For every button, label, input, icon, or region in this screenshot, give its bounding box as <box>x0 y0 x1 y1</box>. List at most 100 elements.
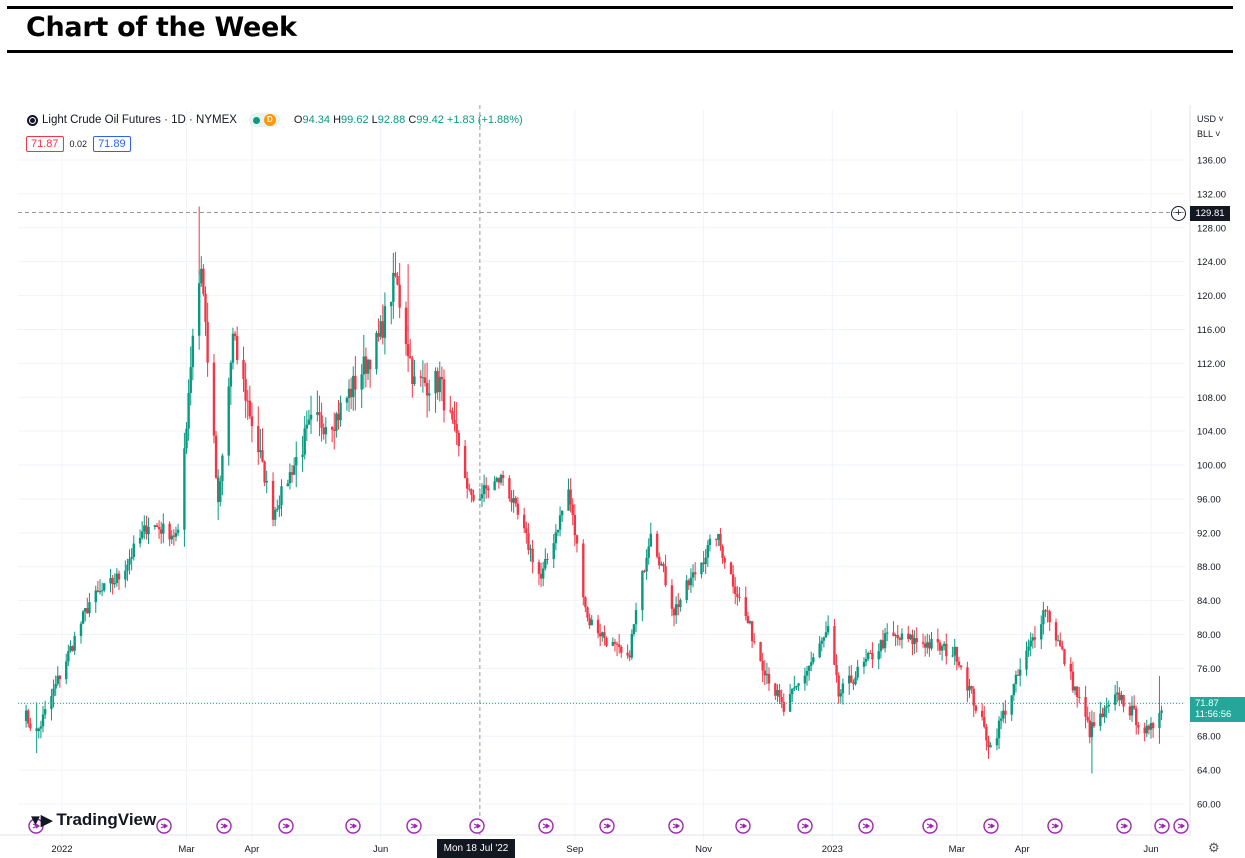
x-tick-label: Apr <box>245 844 260 855</box>
candle-body <box>117 573 121 580</box>
candle-body <box>541 568 545 579</box>
candle-body <box>940 646 944 651</box>
y-tick-label: 76.00 <box>1197 664 1221 675</box>
candle-body <box>812 657 815 663</box>
candle-body <box>928 642 931 649</box>
candle-body <box>495 478 498 482</box>
candle-body <box>404 307 408 345</box>
candle-body <box>482 485 486 495</box>
tradingview-logo[interactable]: ▼▶ TradingView <box>28 810 156 830</box>
candle-body <box>554 532 558 544</box>
candle-body <box>335 413 338 431</box>
candle-body <box>349 388 353 398</box>
candle-body <box>744 597 747 617</box>
candle-body <box>913 638 916 645</box>
candle-body <box>892 632 895 636</box>
ohlc-values: O94.34 H99.62 L92.88 C99.42 +1.83 (+1.88… <box>293 114 523 126</box>
candle-body <box>985 726 988 741</box>
candle-body <box>1073 686 1077 691</box>
candle-body <box>957 661 961 666</box>
candle-body <box>309 414 313 420</box>
candle-body <box>132 543 135 558</box>
candle-body <box>1143 727 1146 734</box>
candle-body <box>278 505 281 509</box>
candle-body <box>689 577 693 586</box>
candle-body <box>780 697 783 702</box>
candle-body <box>354 375 357 390</box>
last-price-value: 71.87 <box>1195 698 1219 709</box>
candle-body <box>923 643 927 648</box>
change-value: +1.83 (+1.88%) <box>446 114 523 126</box>
event-arrow-icon <box>410 823 419 829</box>
candle-body <box>679 600 682 608</box>
y-tick-label: 64.00 <box>1197 766 1221 777</box>
candle-body <box>558 515 562 530</box>
y-tick-label: 124.00 <box>1197 257 1226 268</box>
add-alert-plus-icon[interactable]: + <box>1171 206 1186 221</box>
candle-body <box>24 710 28 721</box>
candle-body <box>65 661 68 680</box>
candle-body <box>1103 707 1106 718</box>
candle-body <box>1092 722 1096 727</box>
bid-button[interactable]: 71.87 <box>26 136 64 152</box>
candle-body <box>883 633 887 649</box>
candle-body <box>1018 669 1022 676</box>
x-tick-label: Nov <box>695 844 712 855</box>
candle-body <box>776 689 779 696</box>
candle-body <box>191 335 195 368</box>
gear-icon[interactable]: ⚙ <box>1208 840 1220 855</box>
candle-body <box>598 633 602 637</box>
candle-body <box>345 397 349 403</box>
candle-body <box>470 489 473 495</box>
bid-ask-panel: 71.87 0.02 71.89 <box>26 136 131 152</box>
candle-body <box>841 683 845 694</box>
candle-body <box>1075 686 1079 697</box>
candle-body <box>1042 610 1045 625</box>
y-tick-label: 60.00 <box>1197 800 1221 811</box>
candle-body <box>601 632 604 637</box>
candle-body <box>508 478 511 499</box>
ask-button[interactable]: 71.89 <box>93 136 131 152</box>
candle-body <box>1086 716 1089 721</box>
candle-body <box>52 688 55 697</box>
y-tick-label: 132.00 <box>1197 189 1226 200</box>
candle-body <box>936 639 940 643</box>
market-status-badge[interactable]: D <box>248 113 280 127</box>
candle-body <box>702 562 705 565</box>
candle-body <box>514 497 517 504</box>
candle-body <box>423 377 427 384</box>
candle-body <box>295 456 298 466</box>
candle-body <box>968 686 971 691</box>
candle-body <box>463 446 467 479</box>
spread-value: 0.02 <box>69 139 88 149</box>
candle-body <box>704 557 707 565</box>
candle-body <box>864 658 868 662</box>
candle-body <box>316 412 319 415</box>
candle-body <box>98 591 102 593</box>
candle-body <box>797 683 800 686</box>
candle-body <box>39 726 43 729</box>
chart-legend: Light Crude Oil Futures · 1D · NYMEX D O… <box>27 113 523 127</box>
symbol-title[interactable]: Light Crude Oil Futures · 1D · NYMEX <box>42 114 237 126</box>
candle-body <box>715 538 718 540</box>
candle-body <box>748 621 752 624</box>
unit-selector[interactable]: BLL ˅ <box>1197 129 1221 139</box>
currency-selector[interactable]: USD ˅ <box>1197 114 1224 124</box>
y-tick-label: 96.00 <box>1197 494 1221 505</box>
candle-body <box>571 504 574 515</box>
y-tick-label: 136.00 <box>1197 156 1226 167</box>
candle-body <box>174 532 178 537</box>
candle-body <box>544 558 547 569</box>
candle-body <box>288 472 292 484</box>
candle-body <box>674 604 678 616</box>
candle-body <box>1010 695 1013 715</box>
candle-body <box>510 498 513 503</box>
y-tick-label: 112.00 <box>1197 359 1225 370</box>
event-arrow-icon <box>542 823 551 829</box>
candle-body <box>480 494 484 499</box>
candle-body <box>1128 706 1132 716</box>
candle-body <box>626 652 629 656</box>
candle-body <box>347 388 351 398</box>
candle-body <box>409 356 412 359</box>
